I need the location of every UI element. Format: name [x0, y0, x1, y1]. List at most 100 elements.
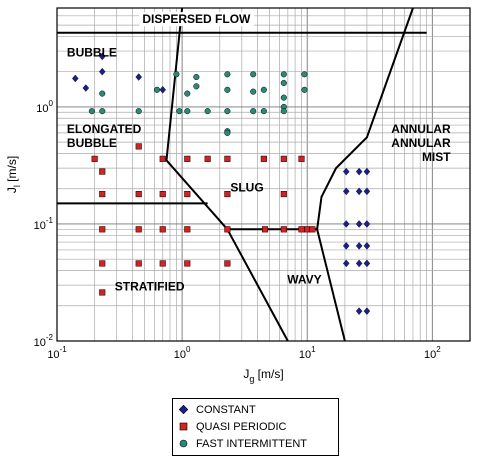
region-labels: DISPERSED FLOW BUBBLE ELONGATED BUBBLE SLUG A… [67, 12, 451, 294]
data-point-quasi-periodic [224, 191, 231, 198]
regime-boundary-line [316, 7, 414, 230]
data-point-constant [355, 220, 363, 228]
data-point-fast-intermittent [250, 71, 257, 78]
data-point-quasi-periodic [159, 226, 166, 233]
data-point-constant [363, 242, 371, 250]
region-label: BUBBLE [67, 45, 117, 59]
data-point-quasi-periodic [135, 191, 142, 198]
legend-item-constant: CONSTANT [179, 401, 338, 418]
data-point-quasi-periodic [224, 260, 231, 267]
data-point-fast-intermittent [301, 86, 308, 93]
data-point-fast-intermittent [280, 94, 287, 101]
data-point-fast-intermittent [301, 71, 308, 78]
data-point-quasi-periodic [184, 191, 191, 198]
data-point-constant [355, 307, 363, 315]
data-point-fast-intermittent [184, 108, 191, 115]
data-point-quasi-periodic [298, 226, 305, 233]
region-label: WAVY [287, 272, 321, 286]
data-point-fast-intermittent [153, 86, 161, 93]
data-point-fast-intermittent [280, 79, 287, 87]
legend: CONSTANT QUASI PERIODIC FAST INTERMITTEN… [172, 398, 339, 456]
data-point-quasi-periodic [260, 155, 267, 162]
data-point-quasi-periodic [304, 226, 311, 233]
data-point-quasi-periodic [280, 191, 287, 198]
data-point-fast-intermittent [224, 71, 231, 78]
data-point-quasi-periodic [298, 155, 305, 162]
data-point-constant [135, 73, 142, 81]
data-point-fast-intermittent [204, 108, 211, 115]
y-tick-label: 10-1 [34, 216, 54, 232]
data-point-quasi-periodic [204, 155, 211, 162]
data-point-fast-intermittent [260, 108, 267, 115]
data-point-constant [159, 86, 166, 94]
data-point-constant [355, 167, 363, 176]
data-point-constant [342, 259, 350, 268]
data-point-constant [342, 167, 350, 176]
legend-label: FAST INTERMITTENT [196, 437, 308, 450]
region-label-background [139, 12, 255, 27]
circle-marker-icon [179, 439, 188, 448]
x-tick-label: 101 [299, 345, 316, 361]
data-point-quasi-periodic [91, 155, 98, 162]
data-point-fast-intermittent [173, 71, 180, 78]
data-point-constant [363, 167, 371, 176]
data-point-fast-intermittent [88, 108, 95, 115]
data-point-quasi-periodic [184, 260, 191, 267]
data-point-quasi-periodic [99, 226, 106, 233]
data-point-fast-intermittent [250, 108, 257, 115]
data-point-fast-intermittent [260, 86, 267, 93]
data-point-quasi-periodic [159, 191, 166, 198]
data-point-constant [355, 242, 363, 250]
grid [56, 7, 471, 342]
data-point-fast-intermittent [224, 129, 231, 136]
x-tick-label: 100 [174, 345, 191, 361]
data-points [72, 52, 371, 315]
data-point-fast-intermittent [224, 86, 231, 93]
x-axis-label: Jg [m/s] [243, 367, 283, 384]
y-axis-label: Jl [m/s] [5, 156, 22, 193]
data-point-fast-intermittent [224, 108, 231, 115]
square-marker-icon [179, 422, 188, 431]
data-point-quasi-periodic [159, 155, 166, 162]
region-label: DISPERSED FLOW [142, 12, 251, 26]
data-point-fast-intermittent [135, 108, 142, 115]
legend-label: CONSTANT [196, 403, 256, 416]
data-point-fast-intermittent [176, 108, 183, 115]
x-tick-label: 10-1 [47, 345, 67, 361]
data-point-quasi-periodic [159, 260, 166, 267]
region-label: ANNULAR ANNULAR MIST [391, 122, 451, 164]
data-point-fast-intermittent [99, 90, 106, 97]
data-point-quasi-periodic [99, 168, 106, 175]
data-point-fast-intermittent [280, 71, 287, 78]
legend-item-quasi-periodic: QUASI PERIODIC [179, 418, 338, 435]
data-point-quasi-periodic [224, 155, 231, 162]
data-point-constant [82, 84, 90, 92]
legend-item-fast-intermittent: FAST INTERMITTENT [179, 435, 338, 452]
data-point-quasi-periodic [261, 226, 269, 233]
data-point-fast-intermittent [99, 108, 106, 115]
data-point-quasi-periodic [280, 226, 287, 233]
data-point-constant [342, 187, 350, 196]
data-point-constant [363, 307, 371, 315]
data-point-quasi-periodic [99, 289, 106, 296]
data-point-quasi-periodic [135, 260, 142, 267]
data-point-quasi-periodic [135, 143, 142, 150]
region-label: STRATIFIED [115, 280, 185, 294]
data-point-constant [98, 52, 106, 61]
legend-label: QUASI PERIODIC [196, 420, 287, 433]
data-point-fast-intermittent [184, 90, 191, 97]
regime-boundary-line [316, 229, 346, 342]
regime-boundary-line [165, 7, 289, 342]
data-point-constant [342, 220, 350, 228]
data-point-constant [355, 259, 363, 268]
data-point-constant [355, 187, 363, 196]
y-tick-label: 10-2 [34, 333, 54, 349]
region-label: SLUG [230, 180, 263, 194]
plot-frame [56, 7, 471, 342]
data-point-quasi-periodic [135, 226, 142, 233]
data-point-quasi-periodic [184, 226, 191, 233]
data-point-fast-intermittent [193, 83, 200, 90]
y-tick-label: 100 [36, 99, 53, 115]
